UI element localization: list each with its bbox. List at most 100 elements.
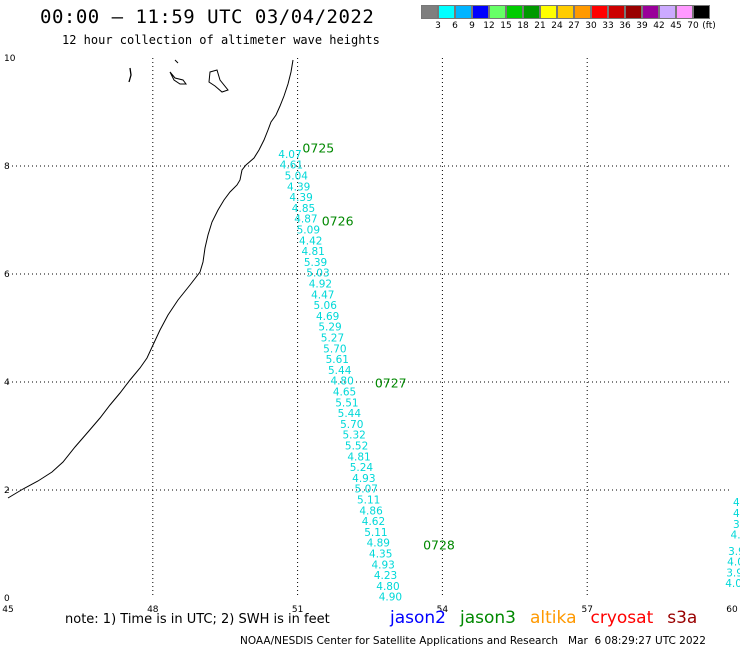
footer-credit: NOAA/NESDIS Center for Satellite Applica…	[240, 635, 706, 647]
wave-height-value: 5.70	[323, 343, 346, 355]
legend-label: 36	[619, 21, 631, 31]
satellite-name: jason2	[390, 608, 446, 628]
legend-swatch	[659, 5, 676, 19]
track-time-label: 0726	[322, 213, 354, 228]
legend-swatch	[676, 5, 693, 19]
legend-swatch	[472, 5, 489, 19]
coastline-africa	[7, 59, 294, 499]
legend-swatch	[540, 5, 557, 19]
track-times: 0725 0726 0727 0728	[302, 141, 455, 553]
satellite-name: s3a	[667, 608, 698, 628]
legend-swatch	[642, 5, 659, 19]
island-4	[174, 59, 179, 64]
legend-label: 45	[670, 21, 682, 31]
wave-height-value: 5.06	[314, 300, 338, 312]
wave-height-value: 4.42	[299, 235, 322, 247]
wave-height-value: 4.69	[316, 311, 339, 323]
wave-height-value: 5.07	[355, 484, 378, 496]
wave-height-value: 5.27	[321, 333, 344, 345]
wave-height-value: 5.04	[285, 171, 309, 183]
wave-height-value: 3.9	[728, 546, 740, 558]
legend-label: 42	[653, 21, 665, 31]
island-2	[169, 71, 187, 85]
coastline	[7, 59, 294, 499]
legend-label: 12	[483, 21, 495, 31]
legend-swatch	[625, 5, 642, 19]
legend-unit: (ft)	[702, 21, 716, 31]
wave-height-value: 4	[733, 497, 740, 509]
legend-label: 18	[517, 21, 529, 31]
wave-track: 4.074.615.044.394.394.854.875.094.424.81…	[278, 149, 740, 604]
wave-height-value: 5.39	[304, 257, 327, 269]
satellite-legend: jason2 jason3 altika cryosat s3a	[390, 608, 711, 628]
map-subtitle: 12 hour collection of altimeter wave hei…	[62, 33, 380, 47]
island-3	[208, 69, 229, 93]
wave-height-value: 4.39	[287, 181, 310, 193]
legend-swatch	[693, 5, 710, 19]
color-legend: 3 6 9 12 15 18 21 24 27 30 33 36 39 42 45 70 (ft)	[421, 5, 740, 33]
footer-note: note: 1) Time is in UTC; 2) SWH is in fe…	[65, 612, 330, 627]
legend-swatch	[438, 5, 455, 19]
wave-height-value: 4.0	[727, 557, 740, 569]
wave-height-value: 4.81	[301, 246, 324, 258]
wave-height-value: 4.47	[311, 289, 334, 301]
lat-tick-label: 8	[4, 162, 10, 172]
wave-height-value: 4.93	[371, 559, 394, 571]
wave-height-value: 4.89	[367, 538, 390, 550]
legend-label: 6	[452, 21, 458, 31]
wave-height-value: 4.87	[294, 214, 317, 226]
wave-height-value: 4.04	[725, 578, 740, 590]
wave-height-value: 5.24	[350, 462, 374, 474]
lat-tick-label: 4	[4, 378, 10, 388]
legend-label: 27	[568, 21, 580, 31]
wave-height-value: 4.81	[347, 451, 370, 463]
wave-height-value: 4.62	[362, 516, 385, 528]
legend-label: 21	[534, 21, 546, 31]
lon-tick-label: 60	[726, 605, 738, 615]
wave-height-value: 5.61	[326, 354, 349, 366]
track-time-label: 0728	[423, 537, 455, 552]
island-1	[128, 67, 132, 83]
wave-height-value: 3.	[733, 519, 740, 531]
wave-height-value: 4.92	[309, 279, 332, 291]
wave-height-value: 4.93	[352, 473, 375, 485]
wave-height-value: 5.09	[297, 225, 320, 237]
legend-swatch	[557, 5, 574, 19]
legend-swatch	[489, 5, 506, 19]
legend-label: 39	[636, 21, 648, 31]
wave-height-value: 5.52	[345, 441, 368, 453]
wave-height-value: 5.51	[335, 397, 358, 409]
legend-label: 70	[687, 21, 699, 31]
wave-height-value: 4.35	[369, 549, 392, 561]
legend-label: 24	[551, 21, 563, 31]
legend-label: 9	[469, 21, 475, 31]
wave-height-value: 5.44	[328, 365, 352, 377]
legend-label: 3	[435, 21, 441, 31]
wave-height-value: 5.32	[342, 430, 365, 442]
wave-height-value: 4.07	[278, 149, 301, 161]
wave-height-value: 4	[733, 508, 740, 520]
wave-height-value: 4.65	[333, 387, 356, 399]
wave-height-value: 4.39	[289, 192, 312, 204]
lon-tick-label: 48	[147, 605, 159, 615]
wave-height-value: 4.80	[330, 376, 353, 388]
wave-height-value: 4.85	[292, 203, 315, 215]
satellite-name: altika	[530, 608, 577, 628]
wave-height-value: 4.86	[359, 505, 383, 517]
legend-swatches	[421, 5, 740, 19]
wave-height-value: 4.1	[731, 530, 740, 542]
wave-height-value: 5.11	[357, 495, 380, 507]
satellite-name: cryosat	[590, 608, 654, 628]
wave-height-value: 5.44	[338, 408, 362, 420]
legend-swatch	[574, 5, 591, 19]
lon-tick-label: 51	[292, 605, 303, 615]
track-time-label: 0725	[302, 141, 334, 156]
wave-height-value: 4.80	[376, 581, 399, 593]
wave-height-value: 5.03	[306, 268, 329, 280]
legend-swatch	[523, 5, 540, 19]
wave-height-value: 4.90	[379, 592, 402, 604]
legend-labels: 3 6 9 12 15 18 21 24 27 30 33 36 39 42 45 70 (ft)	[421, 19, 740, 33]
legend-swatch	[591, 5, 608, 19]
lon-tick-label: 54	[437, 605, 449, 615]
